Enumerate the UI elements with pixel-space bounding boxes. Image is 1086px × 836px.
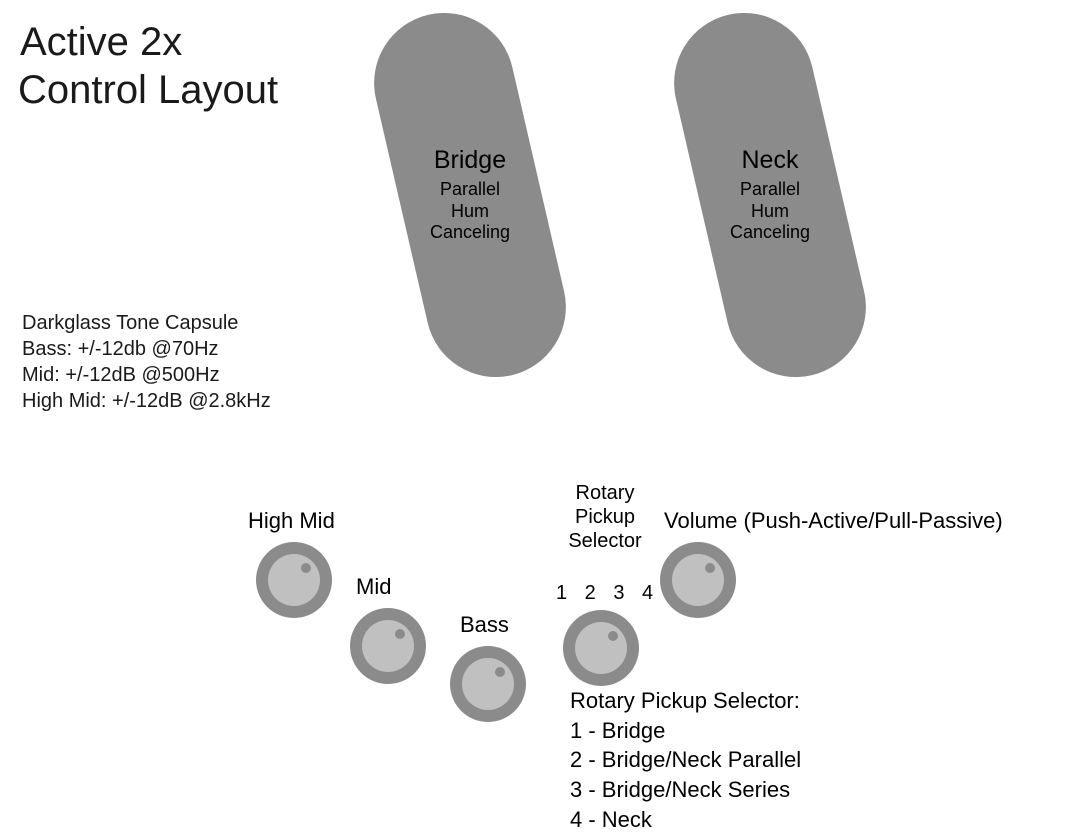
knob-mid-label: Mid bbox=[356, 574, 391, 600]
pickup-neck: Neck Parallel Hum Canceling bbox=[660, 0, 880, 391]
knob-mid bbox=[350, 608, 426, 684]
selector-positions: 1 2 3 4 bbox=[556, 582, 659, 605]
pickup-neck-sub2: Hum bbox=[720, 201, 820, 223]
knob-selector bbox=[563, 610, 639, 686]
selector-legend-2: 2 - Bridge/Neck Parallel bbox=[570, 745, 801, 775]
selector-header: Rotary Pickup Selector bbox=[560, 481, 650, 553]
pickup-bridge-sub3: Canceling bbox=[420, 222, 520, 244]
knob-bass-label: Bass bbox=[460, 612, 509, 638]
selector-header-3: Selector bbox=[560, 529, 650, 553]
pickup-bridge: Bridge Parallel Hum Canceling bbox=[360, 0, 580, 391]
tone-capsule-info: Darkglass Tone Capsule Bass: +/-12db @70… bbox=[22, 310, 271, 414]
selector-legend-3: 3 - Bridge/Neck Series bbox=[570, 775, 801, 805]
capsule-high-mid: High Mid: +/-12dB @2.8kHz bbox=[22, 388, 271, 414]
selector-header-1: Rotary bbox=[560, 481, 650, 505]
pickup-neck-sub3: Canceling bbox=[720, 222, 820, 244]
pickup-bridge-title: Bridge bbox=[420, 146, 520, 175]
title-line-1: Active 2x bbox=[20, 20, 182, 65]
selector-legend-title: Rotary Pickup Selector: bbox=[570, 686, 801, 716]
selector-legend-1: 1 - Bridge bbox=[570, 716, 801, 746]
capsule-mid: Mid: +/-12dB @500Hz bbox=[22, 362, 271, 388]
pickup-bridge-sub1: Parallel bbox=[420, 179, 520, 201]
capsule-bass: Bass: +/-12db @70Hz bbox=[22, 336, 271, 362]
capsule-header: Darkglass Tone Capsule bbox=[22, 310, 271, 336]
pickup-neck-sub1: Parallel bbox=[720, 179, 820, 201]
knob-volume bbox=[660, 542, 736, 618]
selector-header-2: Pickup bbox=[560, 505, 650, 529]
selector-legend: Rotary Pickup Selector: 1 - Bridge 2 - B… bbox=[570, 686, 801, 834]
title-line-2: Control Layout bbox=[18, 68, 278, 113]
selector-legend-4: 4 - Neck bbox=[570, 805, 801, 835]
pickup-bridge-sub2: Hum bbox=[420, 201, 520, 223]
knob-bass bbox=[450, 646, 526, 722]
knob-high-mid-label: High Mid bbox=[248, 508, 335, 534]
knob-volume-label: Volume (Push-Active/Pull-Passive) bbox=[664, 508, 1003, 534]
knob-high-mid bbox=[256, 542, 332, 618]
pickup-neck-title: Neck bbox=[720, 146, 820, 175]
